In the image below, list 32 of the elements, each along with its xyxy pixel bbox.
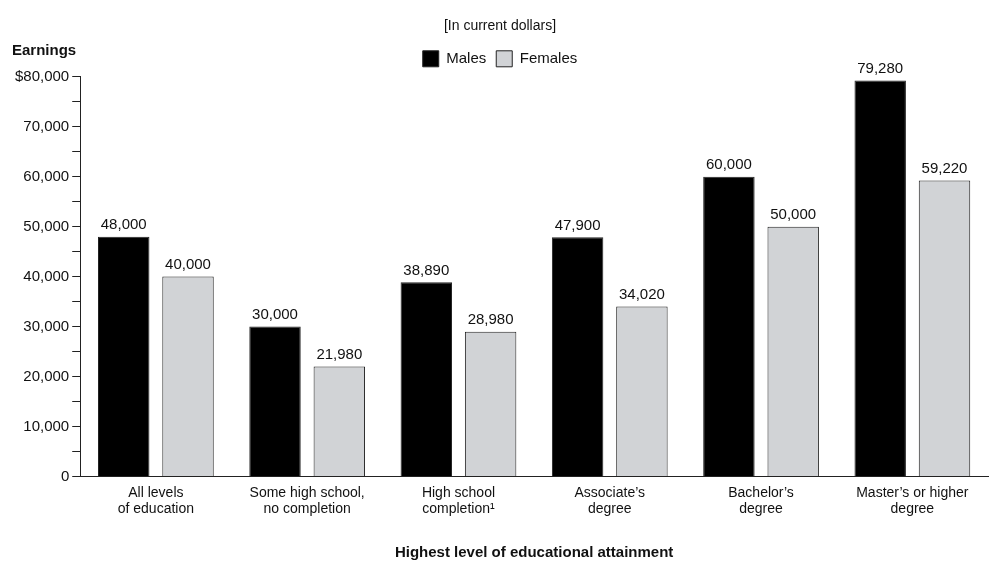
legend-label: Males [446,48,487,66]
x-tick-label: Some high school, no completion [249,483,365,517]
x-tick-label: Associate’s degree [574,483,646,517]
y-tick-label: 20,000 [23,366,70,384]
x-axis-title: Highest level of educational attainment [394,543,674,561]
data-label: 47,900 [554,215,601,233]
y-tick-label: 60,000 [23,166,70,184]
data-label: 79,280 [857,59,904,77]
chart-subtitle: [In current dollars] [443,17,557,34]
y-tick-label: 10,000 [23,416,70,434]
data-label: 40,000 [165,255,211,273]
y-tick-label: 70,000 [23,116,70,134]
data-label: 21,980 [316,345,363,363]
data-label: 48,000 [100,215,147,233]
y-tick-label: 50,000 [23,216,70,234]
x-tick-label: Bachelor’s degree [728,483,794,517]
data-label: 34,020 [618,285,665,303]
y-axis-title: Earnings [12,41,77,59]
data-label: 28,980 [467,310,514,328]
data-label: 38,890 [403,260,450,278]
x-tick-label: All levels of education [117,483,195,517]
y-tick-label: 40,000 [23,266,70,284]
data-label: 59,220 [921,159,968,177]
legend-label: Females [519,48,578,66]
data-label: 50,000 [770,205,817,223]
x-tick-label: Master’s or higher degree [856,483,969,517]
y-tick-label: 30,000 [23,316,70,334]
y-tick-label: 0 [60,466,70,484]
x-tick-label: High school completion¹ [421,483,496,517]
y-tick-label: $80,000 [14,66,70,84]
data-label: 30,000 [252,305,298,323]
data-label: 60,000 [705,155,752,173]
